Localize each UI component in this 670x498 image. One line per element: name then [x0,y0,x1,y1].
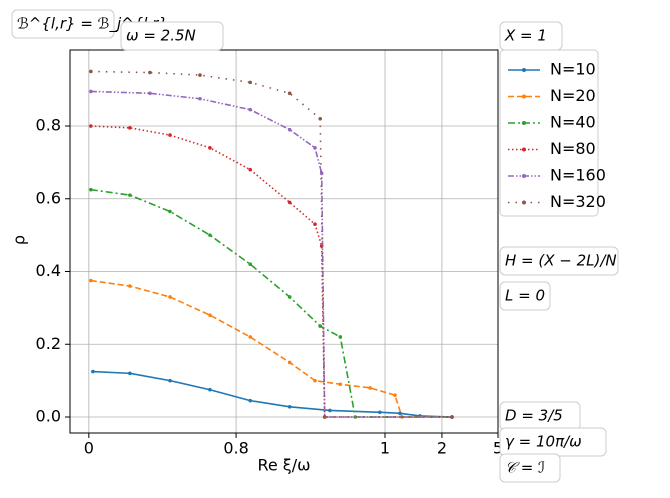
data-point [89,187,93,192]
annotation-box [499,453,561,483]
annotation-box [120,21,224,51]
series-line [92,370,452,418]
data-point [287,91,292,96]
data-point [318,324,323,328]
data-point [248,262,253,267]
legend-label: N=160 [550,166,606,185]
y-tick-label: 0.2 [36,334,61,353]
data-point [128,284,132,288]
data-point [208,313,212,317]
data-point [208,146,212,150]
data-point [248,398,253,403]
data-point [128,126,132,130]
data-point [89,278,93,283]
data-point [398,411,402,416]
data-point [287,127,292,132]
data-point [287,360,292,365]
data-point [89,69,93,74]
data-point [248,167,253,172]
data-point [168,209,172,214]
data-point [377,410,382,415]
annotation: X = 1 [504,27,547,45]
data-point [287,295,292,299]
legend-marker [522,174,526,178]
data-point [248,107,253,112]
legend-marker [522,147,526,152]
annotation-box [499,21,563,51]
y-tick-label: 0.8 [36,116,61,135]
x-tick-label: 1 [380,439,390,458]
data-point [368,386,372,390]
data-point [313,222,317,227]
data-point [313,378,317,383]
y-tick-label: 0.6 [36,188,61,207]
data-point [393,393,397,397]
data-point [128,193,132,197]
x-tick-label: 0.8 [223,439,248,458]
legend-label: N=80 [550,139,596,158]
data-point [168,378,172,383]
data-point [313,146,317,150]
annotation-box [499,281,551,311]
data-point [318,116,323,121]
data-point [148,91,152,96]
data-point [89,124,93,128]
data-point [338,382,343,387]
legend-marker [522,121,526,125]
data-point [248,80,253,85]
annotation: ω = 2.5N [126,27,196,45]
x-tick-label: 0 [84,439,94,458]
annotation: L = 0 [505,287,545,305]
annotation: D = 3/5 [505,407,563,425]
data-point [198,73,202,77]
data-point [91,369,95,374]
annotation: 𝒞 = ℐ [505,459,545,477]
data-point [287,405,292,409]
data-point [319,171,324,176]
legend-label: N=10 [550,60,596,79]
legend-marker [522,94,526,99]
legend-label: N=40 [550,113,596,132]
series-line [90,188,452,418]
data-point [168,133,172,137]
series-line [90,70,452,418]
legend-marker [522,68,526,72]
data-point [338,335,343,339]
annotation: H = (X − 2L)/N [505,252,617,270]
legend-label: N=320 [550,192,606,211]
data-point [198,96,202,101]
plot-frame [69,49,499,434]
x-axis-label: Re ξ/ω [257,456,310,475]
x-tick-label: 5 [493,439,503,458]
y-axis-label: ρ [10,235,29,245]
data-point [148,70,152,75]
data-point [248,335,253,339]
x-tick-label: 2 [437,439,447,458]
annotation: γ = 10π/ω [505,433,582,451]
data-point [328,408,332,413]
series-line [90,279,452,418]
legend-marker [522,200,526,205]
data-point [208,233,212,237]
data-point [208,387,212,392]
data-point [450,415,454,419]
y-tick-label: 0.4 [36,261,61,280]
data-point [128,371,132,376]
series-line [90,90,452,418]
annotation-box [499,246,619,276]
annotation-box [11,9,115,39]
legend-label: N=20 [550,86,596,105]
data-point [287,200,292,205]
data-point [322,415,327,419]
y-tick-label: 0.0 [36,406,61,425]
data-point [89,89,93,94]
data-point [168,295,172,299]
